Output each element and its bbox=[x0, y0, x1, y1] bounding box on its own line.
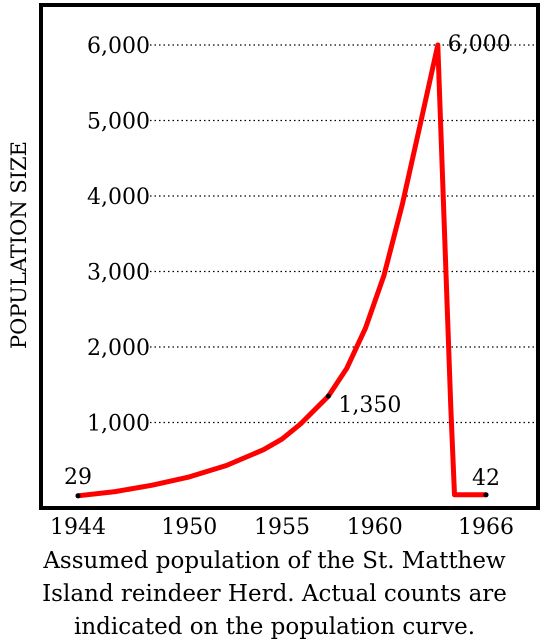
annotations: 29 1,350 6,000 42 bbox=[64, 32, 511, 499]
y-tick-label: 1,000 bbox=[87, 412, 150, 437]
data-point-marker bbox=[75, 493, 81, 499]
series-group bbox=[75, 42, 489, 499]
y-tick-label: 2,000 bbox=[87, 336, 150, 361]
caption-line-2: Island reindeer Herd. Actual counts are bbox=[42, 581, 507, 607]
x-tick-label: 1944 bbox=[50, 515, 106, 540]
x-tick-label: 1960 bbox=[347, 515, 403, 540]
plot-area-frame bbox=[39, 3, 540, 510]
x-tick-labels: 1944 1950 1955 1960 1966 bbox=[50, 515, 514, 540]
data-label: 1,350 bbox=[338, 393, 401, 418]
data-point-marker bbox=[325, 393, 331, 399]
x-tick-label: 1955 bbox=[254, 515, 310, 540]
y-tick-label: 3,000 bbox=[87, 261, 150, 286]
y-tick-labels: 1,000 2,000 3,000 4,000 5,000 6,000 bbox=[87, 34, 150, 437]
caption-line-3: indicated on the population curve. bbox=[73, 614, 476, 640]
data-label: 29 bbox=[64, 465, 92, 490]
x-tick-label: 1966 bbox=[458, 515, 514, 540]
y-tick-label: 5,000 bbox=[87, 110, 150, 135]
data-label: 6,000 bbox=[448, 32, 511, 57]
y-axis-label: POPULATION SIZE bbox=[7, 141, 31, 349]
data-point-marker bbox=[483, 492, 489, 498]
x-tick-label: 1950 bbox=[161, 515, 217, 540]
y-tick-label: 4,000 bbox=[87, 185, 150, 210]
gridlines bbox=[150, 44, 535, 424]
series-line-0 bbox=[75, 42, 489, 499]
caption-line-1: Assumed population of the St. Matthew bbox=[43, 548, 506, 574]
data-label: 42 bbox=[472, 466, 500, 491]
y-tick-label: 6,000 bbox=[87, 34, 150, 59]
